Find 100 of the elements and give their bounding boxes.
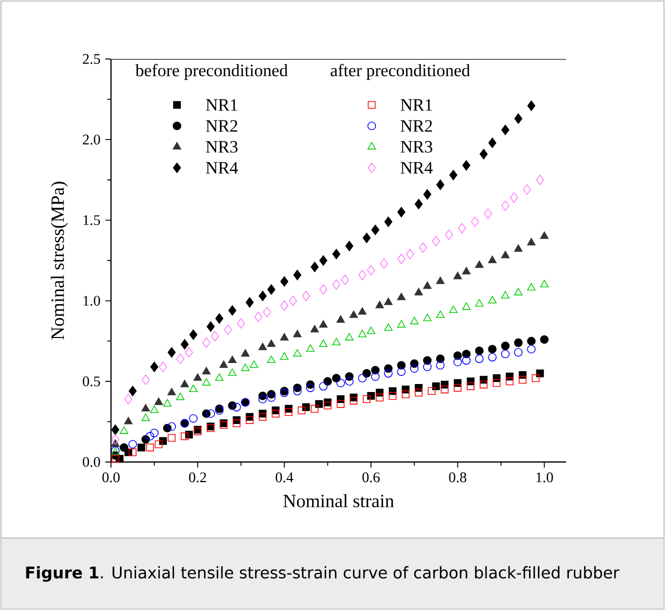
point: [410, 364, 419, 373]
point: [228, 356, 237, 364]
point: [167, 388, 176, 396]
point: [168, 347, 176, 358]
point: [137, 444, 146, 452]
point: [501, 124, 510, 136]
point: [428, 387, 436, 395]
point: [488, 352, 497, 362]
point: [211, 331, 220, 342]
point: [246, 416, 254, 424]
point: [293, 330, 302, 338]
legend-label: NR3: [206, 141, 238, 153]
point: [527, 336, 536, 346]
point: [436, 361, 445, 370]
point: [267, 340, 276, 347]
point: [163, 399, 172, 407]
point: [150, 362, 158, 372]
point: [193, 373, 202, 381]
point: [375, 300, 384, 308]
point: [506, 378, 514, 386]
point: [475, 299, 484, 307]
point: [185, 347, 193, 358]
point: [150, 406, 159, 414]
point: [246, 297, 254, 308]
point: [475, 346, 484, 356]
point: [527, 100, 536, 111]
point: [522, 184, 531, 195]
point: [432, 382, 440, 390]
point: [267, 284, 276, 295]
point: [380, 258, 388, 269]
y-tick-label: 1.5: [84, 215, 100, 226]
point: [362, 369, 371, 378]
point: [432, 236, 440, 246]
point: [371, 372, 380, 381]
point: [124, 394, 132, 404]
point: [180, 339, 189, 350]
point: [501, 200, 510, 211]
point: [298, 406, 306, 414]
point: [358, 374, 367, 382]
point: [480, 148, 488, 160]
point: [232, 419, 241, 428]
point: [146, 432, 154, 440]
annotation: after preconditioned: [330, 64, 470, 80]
point: [514, 113, 522, 124]
point: [488, 344, 497, 354]
point: [154, 440, 163, 448]
point: [206, 409, 215, 418]
point: [206, 321, 215, 332]
point: [189, 414, 198, 423]
point: [319, 382, 328, 390]
point: [371, 366, 380, 374]
point: [258, 412, 267, 421]
legend-label: NR4: [206, 162, 238, 174]
x-tick-label: 0.6: [362, 472, 380, 482]
point: [397, 367, 406, 376]
point: [462, 266, 471, 274]
point: [462, 160, 470, 171]
point: [302, 290, 310, 302]
y-tick-label: 2.5: [82, 54, 100, 64]
point: [501, 350, 510, 358]
point: [488, 256, 497, 264]
point: [258, 342, 267, 350]
point: [180, 432, 189, 440]
point: [397, 206, 406, 218]
point: [306, 344, 315, 352]
point: [462, 356, 471, 365]
point: [384, 216, 392, 227]
point: [423, 362, 432, 372]
point: [345, 333, 354, 340]
point: [289, 296, 297, 306]
point: [120, 426, 128, 434]
point: [336, 315, 345, 323]
point: [332, 338, 341, 346]
point: [241, 364, 250, 372]
point: [514, 338, 523, 347]
point: [527, 238, 536, 246]
point: [167, 422, 176, 431]
point: [228, 305, 236, 316]
point: [332, 374, 341, 382]
point: [111, 454, 120, 463]
point: [120, 443, 128, 452]
legend-label: NR2: [400, 120, 432, 132]
point: [419, 242, 427, 253]
point: [345, 377, 354, 386]
point: [128, 448, 137, 456]
point: [319, 340, 328, 347]
point: [254, 312, 262, 322]
point: [168, 434, 176, 442]
y-axis-title: Nominal stress(MPa): [50, 182, 68, 340]
point: [475, 354, 484, 364]
point: [384, 298, 393, 305]
point: [362, 232, 371, 244]
point: [376, 394, 384, 402]
point: [501, 342, 510, 350]
point: [159, 362, 168, 372]
point: [423, 189, 432, 200]
point: [293, 270, 302, 280]
point: [267, 393, 276, 402]
point: [480, 380, 488, 388]
point: [436, 354, 445, 364]
